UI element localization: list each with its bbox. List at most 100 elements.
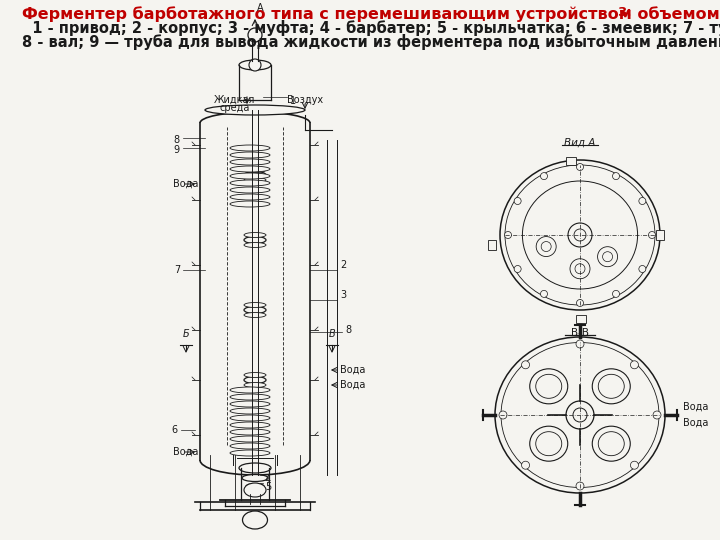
Circle shape: [577, 164, 583, 171]
Circle shape: [576, 482, 584, 490]
Text: Ферментер барботажного типа с перемешивающим устройством объемом 100 м: Ферментер барботажного типа с перемешива…: [22, 6, 720, 22]
Bar: [576, 315, 586, 323]
Ellipse shape: [244, 373, 266, 377]
Text: 6: 6: [172, 425, 178, 435]
Ellipse shape: [593, 426, 630, 461]
Ellipse shape: [501, 342, 659, 488]
Text: 8: 8: [174, 135, 180, 145]
Ellipse shape: [230, 415, 270, 421]
Circle shape: [541, 291, 547, 298]
Circle shape: [649, 232, 655, 239]
Ellipse shape: [230, 194, 270, 200]
Ellipse shape: [230, 152, 270, 158]
Circle shape: [598, 247, 618, 267]
Circle shape: [249, 59, 261, 71]
Text: 8 - вал; 9 — труба для вывода жидкости из ферментера под избыточным давлением.: 8 - вал; 9 — труба для вывода жидкости и…: [22, 34, 720, 50]
Ellipse shape: [530, 426, 568, 461]
Circle shape: [603, 252, 613, 262]
Ellipse shape: [230, 401, 270, 407]
Text: Б: Б: [183, 329, 189, 339]
Text: Воздух: Воздух: [287, 95, 323, 105]
Ellipse shape: [598, 431, 624, 456]
Ellipse shape: [536, 431, 562, 456]
Ellipse shape: [505, 165, 655, 305]
Ellipse shape: [230, 443, 270, 449]
Text: среда: среда: [220, 103, 250, 113]
Text: Вода: Вода: [683, 402, 708, 412]
Ellipse shape: [230, 187, 270, 193]
Circle shape: [568, 223, 592, 247]
Ellipse shape: [244, 178, 266, 183]
Ellipse shape: [230, 387, 270, 393]
Circle shape: [541, 173, 547, 180]
Circle shape: [521, 361, 529, 369]
Bar: [488, 240, 496, 250]
Text: 4: 4: [265, 475, 271, 485]
Ellipse shape: [230, 159, 270, 165]
Ellipse shape: [598, 374, 624, 399]
Ellipse shape: [536, 374, 562, 399]
Ellipse shape: [230, 394, 270, 400]
Ellipse shape: [242, 475, 268, 482]
Text: Вид А: Вид А: [564, 138, 595, 148]
Ellipse shape: [205, 105, 305, 115]
Text: В: В: [328, 329, 336, 339]
Ellipse shape: [244, 483, 266, 497]
Bar: [656, 230, 664, 240]
Circle shape: [576, 340, 584, 348]
Circle shape: [541, 241, 552, 252]
Ellipse shape: [230, 422, 270, 428]
Circle shape: [613, 291, 619, 298]
Text: Вода: Вода: [173, 179, 198, 189]
Circle shape: [499, 411, 507, 419]
Ellipse shape: [500, 160, 660, 310]
Circle shape: [505, 232, 511, 239]
Text: 5: 5: [265, 482, 271, 492]
Circle shape: [248, 28, 262, 42]
Text: Вода: Вода: [683, 418, 708, 428]
Circle shape: [639, 198, 646, 205]
Text: 7: 7: [174, 265, 180, 275]
Ellipse shape: [230, 180, 270, 186]
Ellipse shape: [593, 369, 630, 404]
Ellipse shape: [244, 382, 266, 388]
Circle shape: [514, 266, 521, 273]
Ellipse shape: [530, 369, 568, 404]
Ellipse shape: [243, 511, 268, 529]
Ellipse shape: [244, 302, 266, 307]
Text: Вода: Вода: [340, 365, 365, 375]
Circle shape: [613, 173, 619, 180]
Ellipse shape: [239, 463, 271, 473]
Text: 2: 2: [340, 260, 346, 270]
Ellipse shape: [244, 376, 266, 383]
Circle shape: [574, 229, 586, 241]
Ellipse shape: [244, 167, 266, 172]
Ellipse shape: [246, 483, 264, 489]
Circle shape: [573, 408, 587, 422]
Ellipse shape: [244, 242, 266, 247]
Ellipse shape: [230, 408, 270, 414]
Circle shape: [536, 237, 556, 256]
Text: 3: 3: [340, 290, 346, 300]
Text: Вода: Вода: [173, 447, 198, 457]
Ellipse shape: [244, 172, 266, 179]
Ellipse shape: [239, 60, 271, 70]
Text: Жидкая: Жидкая: [215, 95, 256, 105]
Circle shape: [570, 259, 590, 279]
Text: Вода: Вода: [340, 380, 365, 390]
Ellipse shape: [495, 337, 665, 493]
Text: 8: 8: [345, 325, 351, 335]
Circle shape: [514, 198, 521, 205]
Ellipse shape: [230, 436, 270, 442]
Ellipse shape: [230, 145, 270, 151]
Text: 1: 1: [290, 96, 296, 106]
Ellipse shape: [244, 233, 266, 238]
Circle shape: [653, 411, 661, 419]
Text: 1 - привод; 2 - корпус; 3 - муфта; 4 - барбатер; 5 - крыльчатка; 6 - змеевик; 7 : 1 - привод; 2 - корпус; 3 - муфта; 4 - б…: [22, 20, 720, 36]
Circle shape: [631, 461, 639, 469]
Ellipse shape: [230, 173, 270, 179]
Circle shape: [566, 401, 594, 429]
Ellipse shape: [244, 237, 266, 244]
Ellipse shape: [230, 166, 270, 172]
Bar: [566, 157, 576, 165]
